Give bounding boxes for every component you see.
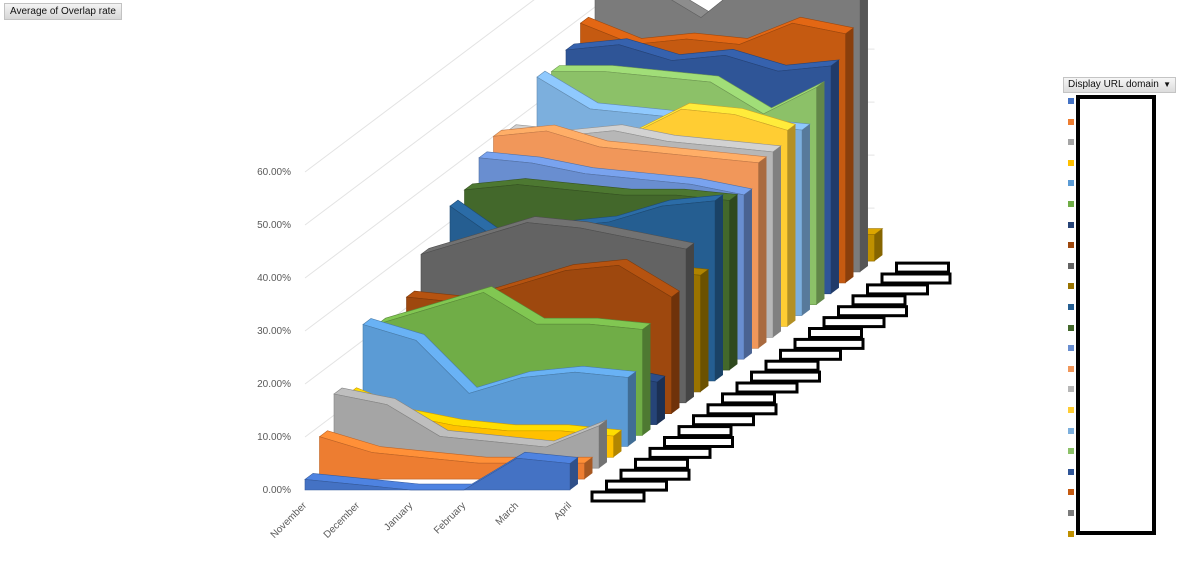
series-1: [304, 451, 579, 491]
depth-axis-label: [808, 327, 863, 339]
series-side: [773, 145, 781, 338]
depth-axis-label: [735, 381, 799, 394]
series-side: [657, 376, 665, 425]
legend-field-button[interactable]: Display URL domain ▼: [1063, 77, 1176, 93]
series-side: [642, 323, 651, 436]
series-side: [700, 269, 709, 392]
legend-swatch: [1068, 489, 1074, 496]
depth-axis-label: [663, 436, 734, 448]
gridline: [304, 0, 535, 173]
depth-axis-label: [866, 283, 929, 296]
depth-axis-label: [706, 403, 778, 416]
depth-axis-label: [837, 305, 908, 318]
y-tick-label: 10.00%: [257, 432, 291, 443]
gridline: [304, 0, 606, 226]
depth-axis-label: [764, 359, 820, 372]
series-side: [570, 457, 578, 490]
series-side: [686, 243, 694, 403]
legend-swatch: [1068, 386, 1074, 393]
dropdown-arrow-icon[interactable]: ▼: [1163, 80, 1171, 89]
series-side: [715, 194, 723, 381]
depth-axis-label: [750, 370, 821, 383]
legend-swatch: [1068, 304, 1074, 310]
depth-axis-label: [605, 479, 668, 492]
legend-swatch: [1068, 242, 1074, 249]
depth-axis-label: [822, 316, 886, 329]
depth-axis-label: [619, 468, 691, 481]
legend-swatch: [1068, 221, 1074, 228]
series-side: [845, 27, 854, 283]
legend-swatch: [1068, 159, 1074, 166]
x-tick-label: November: [269, 500, 310, 541]
legend-swatch: [1068, 118, 1074, 125]
pivot-field-button[interactable]: Average of Overlap rate: [4, 3, 122, 20]
depth-axis-label: [677, 425, 733, 438]
depth-axis-label: [895, 261, 950, 274]
legend-swatch: [1068, 262, 1074, 269]
legend-swatch: [1068, 365, 1074, 372]
legend-swatch: [1068, 510, 1074, 516]
depth-axis-label: [851, 294, 907, 307]
y-axis-ticks: 0.00% 10.00% 20.00% 30.00% 40.00% 50.00% 60.00…: [257, 167, 291, 496]
legend-swatch: [1068, 407, 1074, 413]
legend-swatch: [1068, 427, 1074, 434]
depth-axis-labels: [590, 261, 952, 503]
series-side: [758, 156, 767, 349]
x-tick-label: April: [552, 500, 574, 522]
depth-axis-label: [648, 446, 712, 459]
depth-axis-label: [692, 414, 755, 427]
legend-swatch: [1068, 530, 1074, 537]
legend-field-label: Display URL domain: [1068, 79, 1159, 90]
legend-swatch: [1068, 324, 1074, 331]
y-tick-label: 0.00%: [263, 485, 291, 496]
legend-swatch: [1068, 345, 1074, 352]
legend-swatch: [1068, 283, 1074, 290]
legend-swatch: [1068, 180, 1074, 187]
y-tick-label: 60.00%: [257, 167, 291, 178]
depth-axis-label: [880, 272, 952, 285]
legend-swatch: [1068, 98, 1074, 104]
y-tick-label: 30.00%: [257, 326, 291, 337]
series-side: [599, 419, 607, 469]
series-side: [802, 124, 810, 316]
x-tick-label: February: [432, 500, 468, 536]
depth-axis-label: [721, 392, 776, 405]
x-axis-ticks: November December January February March Apri…: [269, 500, 574, 541]
series-side: [613, 430, 622, 458]
y-tick-label: 50.00%: [257, 220, 291, 231]
depth-axis-label: [779, 348, 842, 361]
series-side: [816, 81, 825, 305]
pivot-field-label: Average of Overlap rate: [10, 6, 116, 17]
chart-series-layer: [304, 0, 884, 491]
series-side: [628, 371, 636, 447]
y-tick-label: 20.00%: [257, 379, 291, 390]
legend-swatch: [1068, 201, 1074, 207]
x-tick-label: December: [322, 500, 363, 541]
depth-axis-label: [634, 457, 689, 470]
y-tick-label: 40.00%: [257, 273, 291, 284]
legend-swatch: [1068, 139, 1074, 146]
series-side: [744, 188, 752, 360]
series-side: [729, 194, 738, 371]
depth-axis-label: [793, 337, 865, 350]
legend-swatch: [1068, 468, 1074, 475]
series-side: [584, 457, 593, 480]
depth-axis-label: [590, 490, 646, 503]
series-side: [671, 291, 680, 414]
series-side: [860, 0, 868, 272]
legend-entries-box: [1076, 95, 1156, 535]
x-tick-label: March: [494, 500, 521, 527]
x-tick-label: January: [382, 500, 415, 533]
legend-swatch: [1068, 448, 1074, 455]
series-side: [787, 124, 796, 327]
series-side: [874, 228, 883, 262]
series-side: [831, 59, 839, 294]
